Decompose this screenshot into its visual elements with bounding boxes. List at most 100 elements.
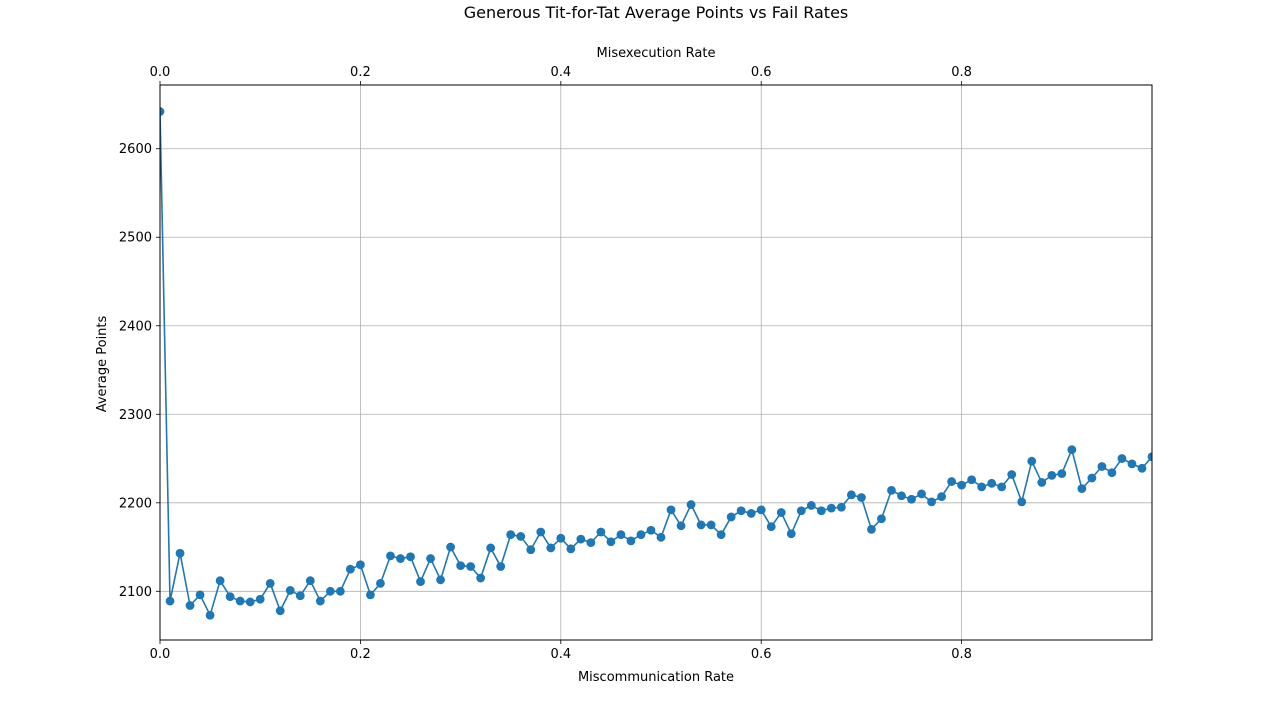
data-point bbox=[566, 544, 576, 554]
x-tick-label: 0.6 bbox=[751, 647, 772, 662]
x-tick-label: 0.4 bbox=[550, 647, 571, 662]
top-x-tick-label: 0.4 bbox=[550, 65, 571, 80]
data-point bbox=[1147, 452, 1152, 462]
data-point bbox=[897, 491, 906, 501]
data-point bbox=[736, 506, 746, 516]
data-point bbox=[295, 591, 305, 601]
data-point bbox=[826, 503, 836, 513]
data-point bbox=[756, 505, 766, 515]
y-tick-label: 2400 bbox=[119, 319, 152, 334]
top-x-tick-label: 0.0 bbox=[150, 65, 171, 80]
data-point bbox=[586, 538, 596, 548]
data-point bbox=[235, 596, 245, 606]
y-tick-label: 2200 bbox=[119, 496, 152, 511]
data-point bbox=[616, 530, 626, 540]
data-point bbox=[1087, 473, 1097, 483]
data-point bbox=[766, 522, 776, 532]
data-point bbox=[576, 534, 586, 544]
data-point bbox=[696, 520, 706, 530]
data-point bbox=[275, 606, 285, 616]
y-tick-label: 2300 bbox=[119, 408, 152, 423]
data-point bbox=[335, 586, 345, 596]
data-point bbox=[1077, 484, 1087, 494]
data-point bbox=[476, 573, 486, 583]
data-point bbox=[245, 597, 255, 607]
data-point bbox=[1047, 470, 1057, 480]
top-x-tick-label: 0.8 bbox=[951, 65, 972, 80]
data-point bbox=[636, 530, 646, 540]
data-point bbox=[836, 502, 846, 512]
data-point bbox=[746, 509, 756, 518]
data-point bbox=[887, 486, 896, 495]
data-point bbox=[877, 514, 886, 524]
data-point bbox=[195, 590, 205, 600]
data-point bbox=[165, 596, 175, 606]
series-line bbox=[160, 111, 1152, 618]
data-point bbox=[315, 596, 325, 606]
data-point bbox=[285, 586, 295, 595]
data-point bbox=[977, 482, 987, 492]
data-point bbox=[225, 592, 235, 602]
data-point bbox=[396, 554, 405, 563]
data-point bbox=[596, 527, 606, 537]
data-point bbox=[686, 500, 696, 509]
data-point bbox=[175, 548, 185, 558]
data-point bbox=[456, 561, 466, 571]
data-point bbox=[917, 489, 926, 499]
data-point bbox=[215, 576, 225, 586]
data-point bbox=[1127, 459, 1137, 469]
y-tick-label: 2100 bbox=[119, 585, 152, 600]
data-point bbox=[466, 562, 476, 571]
data-point bbox=[416, 577, 425, 586]
grid-lines bbox=[159, 85, 1152, 640]
data-point bbox=[356, 560, 365, 570]
data-point bbox=[160, 107, 165, 116]
data-point bbox=[656, 532, 666, 542]
data-point bbox=[546, 543, 556, 553]
data-point bbox=[846, 490, 856, 500]
data-point bbox=[907, 494, 916, 504]
data-point bbox=[1107, 468, 1117, 478]
data-point bbox=[997, 482, 1007, 492]
data-point bbox=[937, 492, 946, 501]
y-axis-label: Average Points bbox=[95, 315, 110, 412]
data-point bbox=[1117, 454, 1127, 463]
x-tick-label: 0.0 bbox=[150, 647, 171, 662]
data-point bbox=[816, 506, 826, 516]
data-point bbox=[185, 601, 195, 610]
top-x-tick-label: 0.2 bbox=[350, 65, 371, 80]
x-tick-label: 0.8 bbox=[951, 647, 972, 662]
data-point bbox=[967, 475, 977, 485]
data-point bbox=[526, 545, 536, 555]
bottom-axis-label: Miscommunication Rate bbox=[578, 670, 734, 685]
data-point bbox=[446, 542, 455, 552]
data-point bbox=[626, 536, 636, 546]
x-tick-label: 0.2 bbox=[350, 647, 371, 662]
data-point bbox=[1067, 445, 1077, 455]
data-point bbox=[1037, 478, 1047, 487]
chart-title: Generous Tit-for-Tat Average Points vs F… bbox=[464, 3, 849, 22]
data-point bbox=[305, 576, 315, 586]
data-point bbox=[857, 493, 866, 502]
y-tick-label: 2600 bbox=[119, 142, 152, 157]
data-point bbox=[726, 512, 736, 522]
data-point bbox=[1007, 470, 1017, 479]
plot-frame bbox=[159, 84, 1153, 641]
data-point bbox=[957, 480, 967, 490]
top-axis-label: Misexecution Rate bbox=[597, 46, 716, 61]
data-point bbox=[867, 524, 876, 534]
data-point bbox=[947, 477, 956, 486]
data-point bbox=[786, 529, 796, 539]
data-point bbox=[666, 505, 676, 515]
data-point bbox=[646, 525, 656, 535]
top-x-tick-label: 0.6 bbox=[751, 65, 772, 80]
data-point bbox=[516, 532, 526, 541]
data-point bbox=[606, 537, 616, 547]
plot-area bbox=[160, 107, 1152, 620]
data-point bbox=[506, 530, 516, 540]
data-point bbox=[776, 508, 786, 517]
data-point bbox=[1057, 469, 1067, 478]
data-point bbox=[366, 590, 375, 600]
data-point bbox=[806, 501, 816, 510]
data-point bbox=[486, 543, 496, 553]
